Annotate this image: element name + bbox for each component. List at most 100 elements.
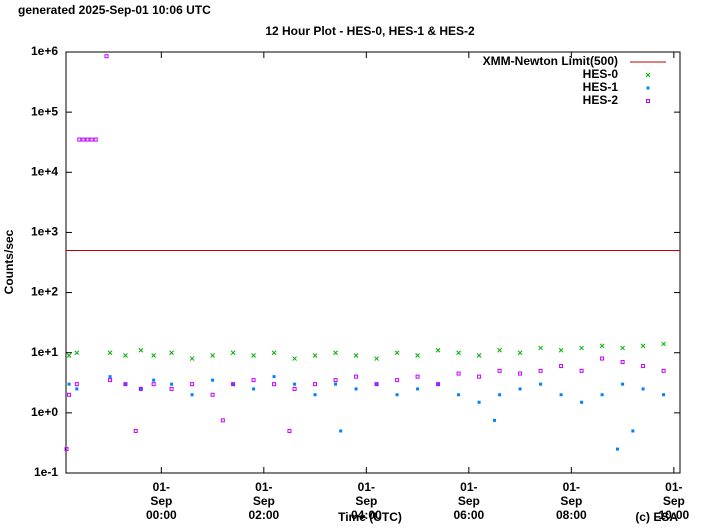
legend-label: XMM-Newton Limit(500) (483, 54, 618, 68)
point (151, 353, 156, 358)
plot-frame (65, 51, 681, 474)
point (74, 350, 80, 356)
point (93, 137, 98, 142)
point (293, 382, 297, 386)
point (661, 368, 666, 373)
point (497, 368, 502, 373)
point (477, 374, 482, 379)
y-tick-label: 1e+2 (31, 285, 58, 299)
point (435, 347, 441, 353)
point (292, 356, 297, 361)
point (416, 387, 420, 391)
point (211, 378, 215, 382)
y-axis-label: Counts/sec (2, 229, 16, 294)
point (104, 54, 109, 59)
point (74, 382, 79, 387)
point (107, 350, 113, 356)
point (123, 353, 128, 358)
point (252, 387, 256, 391)
point (415, 353, 420, 358)
point (456, 350, 461, 356)
point (558, 347, 564, 353)
point (354, 387, 358, 391)
y-tick-label: 1e+0 (31, 405, 58, 419)
point (631, 429, 635, 433)
point (75, 387, 79, 391)
point (190, 393, 194, 397)
point (600, 356, 605, 361)
point (138, 347, 144, 353)
point (151, 382, 156, 387)
y-tick-label: 1e+1 (31, 345, 58, 359)
point (138, 386, 143, 391)
point (89, 137, 94, 142)
point (375, 382, 379, 386)
point (169, 350, 174, 356)
point (415, 374, 420, 379)
point (251, 378, 256, 383)
point (457, 393, 461, 397)
point (123, 382, 128, 387)
point (152, 378, 156, 382)
point (220, 418, 225, 423)
point (394, 350, 400, 356)
point (210, 392, 215, 397)
legend-label: HES-2 (583, 93, 619, 107)
point (621, 382, 625, 386)
point (599, 343, 605, 349)
point (579, 345, 584, 351)
point (640, 343, 646, 349)
point (333, 378, 338, 383)
x-tick-label: 01-Sep 10:00 (658, 480, 690, 522)
point (77, 137, 82, 142)
point (518, 387, 522, 391)
chart-title: 12 Hour Plot - HES-0, HES-1 & HES-2 (265, 24, 475, 38)
point (231, 382, 236, 387)
point (374, 356, 379, 361)
y-tick-label: 1e-1 (34, 465, 58, 479)
point (559, 364, 564, 369)
point (620, 360, 625, 365)
credit: (c) ESA (635, 510, 678, 524)
point (170, 382, 174, 386)
point (251, 353, 256, 358)
point (497, 347, 502, 353)
point (477, 400, 481, 404)
x-tick-label: 01-Sep 08:00 (555, 480, 587, 522)
point (123, 382, 127, 386)
point (312, 353, 318, 358)
point (353, 353, 359, 358)
x-tick-label: 01-Sep 02:00 (248, 480, 280, 522)
point (313, 382, 318, 387)
point (476, 353, 482, 358)
point (354, 374, 359, 379)
point (139, 387, 143, 391)
point (492, 418, 496, 422)
legend-label: HES-0 (583, 67, 619, 81)
point (108, 375, 112, 379)
point (313, 393, 317, 397)
point (436, 382, 440, 386)
point (190, 382, 195, 387)
point (108, 378, 113, 383)
point (498, 393, 502, 397)
point (64, 447, 69, 452)
x-tick-label: 01-Sep 06:00 (453, 480, 485, 522)
point (517, 350, 523, 356)
point (539, 382, 543, 386)
legend-label: HES-1 (583, 80, 619, 94)
point (538, 345, 543, 351)
point (580, 400, 584, 404)
point (559, 393, 563, 397)
point (85, 137, 90, 142)
x-tick-label: 01-Sep 00:00 (145, 480, 177, 522)
point (334, 382, 338, 386)
point (272, 375, 276, 379)
point (287, 428, 292, 433)
y-tick-label: 1e+3 (31, 225, 58, 239)
legend-swatch (646, 86, 650, 90)
point (518, 371, 523, 376)
point (456, 371, 461, 376)
